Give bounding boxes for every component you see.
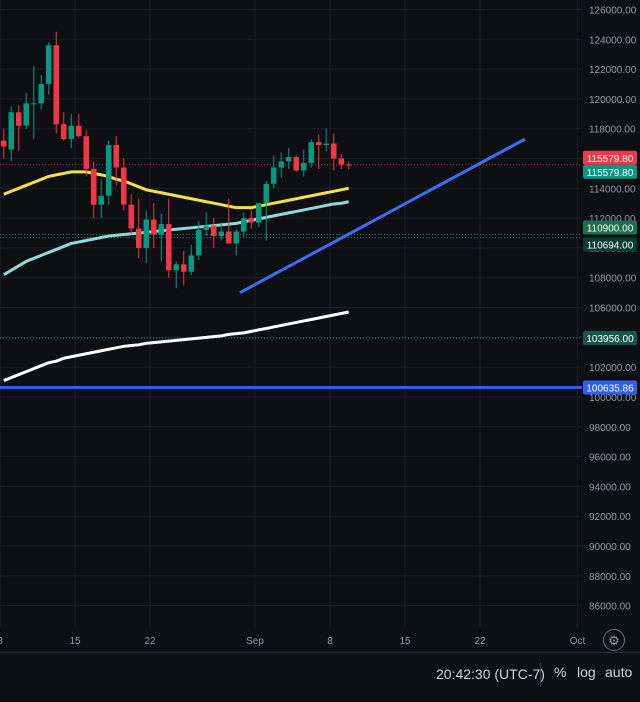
- candle-body: [61, 124, 67, 140]
- moving-average-line: [3, 310, 350, 382]
- price-label: 110694.00: [587, 241, 634, 252]
- x-tick-label: Oct: [570, 636, 586, 647]
- x-tick-label: 22: [144, 636, 156, 647]
- candle-body: [106, 145, 112, 196]
- y-tick-label: 98000.00: [589, 423, 631, 434]
- candle-body: [316, 142, 322, 146]
- candle-body: [248, 218, 254, 223]
- candle-body: [271, 167, 277, 184]
- y-tick-label: 88000.00: [589, 572, 631, 583]
- percent-toggle[interactable]: %: [554, 664, 567, 680]
- candle-body: [226, 231, 232, 244]
- y-tick-label: 108000.00: [589, 274, 637, 285]
- candle-body: [241, 218, 247, 232]
- y-tick-label: 112000.00: [589, 214, 636, 225]
- price-label-bg: [583, 150, 637, 165]
- y-tick-label: 92000.00: [589, 512, 631, 523]
- y-tick-label: 90000.00: [589, 542, 631, 553]
- candle-body: [113, 145, 119, 168]
- candle-body: [233, 231, 239, 244]
- candle-body: [53, 45, 59, 125]
- candle-body: [256, 203, 262, 223]
- candle-body: [211, 225, 217, 237]
- x-tick-label: 15: [399, 636, 411, 647]
- candle-body: [196, 230, 202, 256]
- x-tick-label: 8: [0, 636, 3, 647]
- candle-body: [121, 167, 127, 205]
- candle-body: [8, 112, 14, 150]
- status-bar: 20:42:30 (UTC-7) % log auto: [0, 652, 640, 698]
- price-label-bg: [583, 380, 637, 395]
- price-label: 103956.00: [586, 334, 634, 345]
- candle-body: [68, 125, 74, 140]
- candle-body: [16, 112, 22, 126]
- price-label-bg: [583, 237, 637, 252]
- y-tick-label: 96000.00: [589, 453, 631, 464]
- candle-body: [1, 140, 7, 147]
- log-toggle[interactable]: log: [577, 664, 596, 680]
- y-tick-label: 102000.00: [589, 363, 637, 374]
- candle-body: [323, 143, 329, 146]
- candle-body: [301, 162, 307, 171]
- y-tick-label: 118000.00: [589, 125, 636, 136]
- candle-body: [286, 157, 292, 162]
- price-label-bg: [583, 331, 637, 346]
- price-label: 115579.80: [587, 168, 634, 179]
- candle-body: [98, 195, 104, 205]
- gear-icon[interactable]: ⚙: [603, 629, 625, 651]
- candle-body: [173, 264, 179, 271]
- y-tick-label: 126000.00: [589, 5, 637, 16]
- price-label-bg: [583, 220, 637, 235]
- candle-body: [38, 83, 44, 104]
- candle-body: [218, 231, 224, 237]
- moving-average-line: [2, 200, 350, 277]
- candle-body: [46, 45, 52, 84]
- candle-body: [346, 164, 352, 166]
- candle-body: [293, 157, 299, 171]
- auto-toggle[interactable]: auto: [605, 664, 633, 680]
- candle-body: [331, 143, 337, 159]
- candle-body: [166, 224, 172, 271]
- x-tick-label: 22: [474, 636, 486, 647]
- trend-line[interactable]: [239, 137, 526, 294]
- x-tick-label: 15: [69, 636, 81, 647]
- price-label: 100635.86: [586, 383, 634, 394]
- candle-body: [91, 168, 97, 205]
- y-tick-label: 120000.00: [589, 95, 637, 106]
- candle-body: [158, 224, 164, 235]
- candle-body: [181, 264, 187, 272]
- candle-body: [263, 183, 269, 204]
- candle-body: [76, 125, 82, 137]
- candle-body: [203, 225, 209, 231]
- candle-body: [338, 158, 344, 165]
- x-tick-label: Sep: [246, 636, 264, 647]
- candle-body: [128, 204, 134, 229]
- candle-body: [143, 219, 149, 248]
- y-tick-label: 100000.00: [589, 393, 637, 404]
- candle-body: [136, 228, 142, 248]
- candle-body: [278, 161, 284, 168]
- candle-body: [31, 103, 37, 105]
- candle-body: [308, 142, 314, 163]
- candle-body: [151, 219, 157, 235]
- status-divider: [540, 663, 541, 687]
- y-tick-label: 114000.00: [589, 184, 636, 195]
- y-tick-label: 122000.00: [589, 65, 637, 76]
- price-label-bg: [583, 164, 637, 179]
- price-label: 115579.80: [587, 154, 634, 165]
- y-tick-label: 124000.00: [589, 35, 637, 46]
- candle-body: [23, 103, 29, 126]
- x-tick-label: 8: [327, 636, 333, 647]
- moving-average-line: [3, 170, 350, 210]
- price-label: 110900.00: [587, 224, 634, 235]
- y-tick-label: 94000.00: [589, 482, 631, 493]
- candle-body: [83, 136, 89, 169]
- candle-body: [188, 255, 194, 272]
- y-tick-label: 86000.00: [589, 602, 631, 613]
- clock-timezone[interactable]: 20:42:30 (UTC-7): [436, 666, 545, 682]
- y-tick-label: 106000.00: [589, 304, 637, 315]
